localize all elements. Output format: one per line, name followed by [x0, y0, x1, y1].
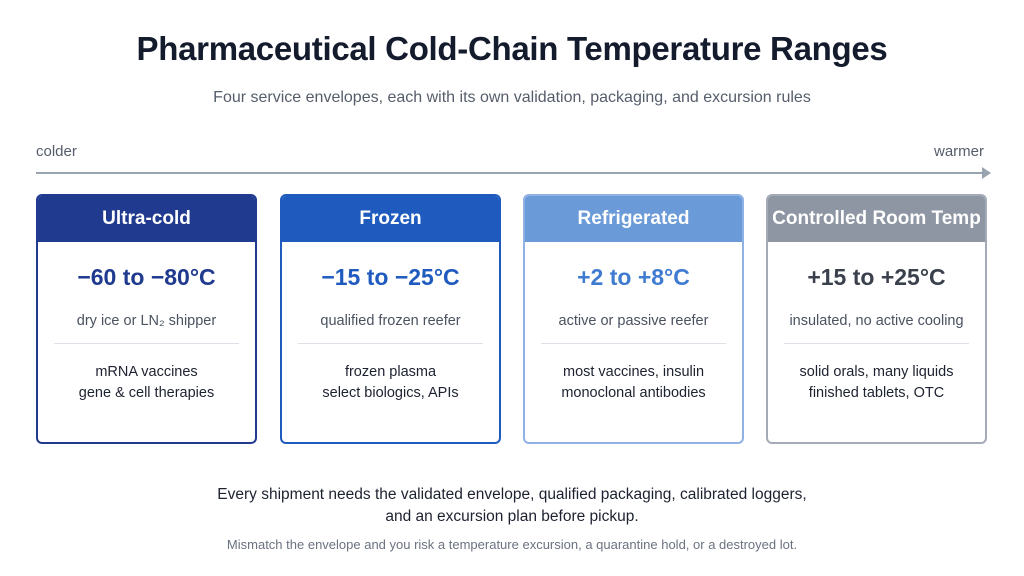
divider [54, 343, 239, 344]
use-item: select biologics, APIs [322, 385, 459, 401]
use-item: finished tablets, OTC [808, 385, 945, 401]
divider [541, 343, 726, 344]
temperature-axis-line [36, 172, 984, 174]
use-list: solid orals, many liquids finished table… [768, 362, 985, 404]
card-header: Ultra-cold [38, 196, 255, 242]
requirements-note-line: and an excursion plan before pickup. [385, 508, 639, 525]
card-frozen: Frozen −15 to −25°C qualified frozen ree… [280, 194, 501, 444]
use-list: frozen plasma select biologics, APIs [282, 362, 499, 404]
use-item: monoclonal antibodies [561, 385, 706, 401]
use-item: most vaccines, insulin [562, 364, 705, 380]
divider [784, 343, 969, 344]
card-header: Refrigerated [525, 196, 742, 242]
use-item: mRNA vaccines [95, 364, 198, 380]
packaging-text: qualified frozen reefer [320, 313, 461, 329]
requirements-note-line: Every shipment needs the validated envel… [217, 486, 807, 503]
use-item: frozen plasma [344, 364, 437, 380]
temperature-range: −60 to −80°C [77, 264, 216, 290]
card-header: Controlled Room Temp [768, 196, 985, 242]
requirements-note: Every shipment needs the validated envel… [0, 484, 1024, 528]
temperature-range: −15 to −25°C [321, 264, 460, 290]
use-item: gene & cell therapies [78, 385, 215, 401]
packaging-text: active or passive reefer [558, 313, 709, 329]
use-list: mRNA vaccines gene & cell therapies [38, 362, 255, 404]
packaging-text: dry ice or LN₂ shipper [76, 313, 217, 329]
card-ultra-cold: Ultra-cold −60 to −80°C dry ice or LN₂ s… [36, 194, 257, 444]
divider [298, 343, 483, 344]
page-subtitle: Four service envelopes, each with its ow… [213, 89, 811, 106]
packaging-text: insulated, no active cooling [789, 313, 964, 329]
arrow-right-icon [982, 167, 991, 179]
risk-note: Mismatch the envelope and you risk a tem… [226, 537, 798, 552]
card-refrigerated: Refrigerated +2 to +8°C active or passiv… [523, 194, 744, 444]
page-title: Pharmaceutical Cold-Chain Temperature Ra… [136, 30, 888, 67]
card-controlled-room-temp: Controlled Room Temp +15 to +25°C insula… [766, 194, 987, 444]
temperature-range: +15 to +25°C [807, 264, 946, 290]
axis-label-colder: colder [36, 143, 77, 160]
axis-label-warmer: warmer [933, 143, 984, 160]
temperature-range: +2 to +8°C [577, 264, 690, 290]
card-header: Frozen [282, 196, 499, 242]
use-list: most vaccines, insulin monoclonal antibo… [525, 362, 742, 404]
use-item: solid orals, many liquids [799, 364, 954, 380]
